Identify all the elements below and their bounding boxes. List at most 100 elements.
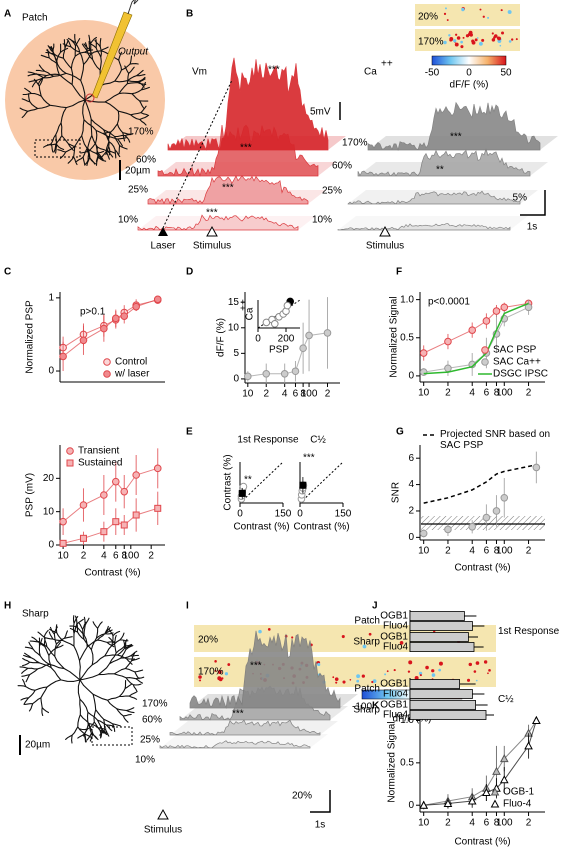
laser-path bbox=[162, 79, 233, 229]
x-tick-label: 4 bbox=[469, 546, 475, 557]
calcium-spot bbox=[462, 36, 465, 39]
significance: *** bbox=[268, 65, 280, 76]
category-label: OGB1 bbox=[380, 700, 408, 711]
point bbox=[79, 534, 87, 542]
calcium-spot bbox=[487, 672, 489, 675]
scale-label: 20% bbox=[292, 791, 312, 802]
colorbar-tick-label: -50 bbox=[425, 68, 440, 79]
x-axis-label: Contrast (%) bbox=[84, 568, 140, 579]
calcium-spot bbox=[475, 679, 478, 682]
y-axis-label: Ca bbox=[245, 307, 256, 320]
image-label: 170% bbox=[198, 667, 224, 678]
y-tick-label: 1 bbox=[48, 292, 54, 303]
panel-letter: G bbox=[396, 427, 404, 438]
annotation: p>0.1 bbox=[80, 307, 106, 318]
point bbox=[59, 539, 67, 547]
pipette bbox=[91, 11, 133, 99]
series-line bbox=[423, 720, 537, 806]
series-line bbox=[423, 720, 537, 806]
image-strip bbox=[415, 4, 520, 26]
x-axis-label: Contrast (%) bbox=[454, 837, 510, 848]
calcium-spot bbox=[468, 662, 473, 667]
zoom-box bbox=[34, 139, 81, 158]
panel-title: Sharp bbox=[22, 609, 49, 620]
point bbox=[419, 349, 428, 357]
contrast-label: 10% bbox=[312, 215, 332, 226]
point bbox=[59, 352, 67, 361]
panel-letter: F bbox=[396, 267, 402, 278]
panel-letter: K bbox=[372, 701, 380, 712]
legend-marker bbox=[103, 370, 111, 378]
calcium-spot bbox=[448, 34, 451, 37]
calcium-spot bbox=[487, 16, 490, 19]
x-tick-label: 10 bbox=[418, 818, 430, 829]
stimulus-label: Stimulus bbox=[193, 241, 231, 252]
x-axis-label: PSP bbox=[269, 345, 289, 356]
x-tick-label: 2 bbox=[148, 551, 154, 562]
scale-label: 20µm bbox=[125, 166, 150, 177]
calcium-spot bbox=[474, 38, 478, 42]
series-line bbox=[423, 464, 537, 504]
x-tick-label: 4 bbox=[469, 818, 475, 829]
colorbar-tick-label: -100 bbox=[352, 702, 372, 713]
legend-marker bbox=[481, 358, 489, 366]
calcium-spot bbox=[356, 674, 361, 679]
trace bbox=[167, 57, 329, 151]
category-label: Fluo4 bbox=[383, 621, 408, 632]
x-tick-label: 6 bbox=[293, 389, 299, 400]
category-label: OGB1 bbox=[380, 611, 408, 622]
y-tick-label: 0 bbox=[408, 532, 414, 543]
group-label: Patch bbox=[354, 684, 380, 695]
x-tick-label: 8 bbox=[300, 389, 306, 400]
calcium-spot bbox=[349, 678, 352, 681]
scale-bar bbox=[520, 190, 546, 216]
calcium-spot bbox=[218, 677, 223, 682]
calcium-spot bbox=[491, 32, 494, 35]
significance: *** bbox=[250, 661, 262, 672]
x-tick-label: 2 bbox=[263, 389, 269, 400]
x-tick-label: 2 bbox=[445, 388, 451, 399]
contrast-label: 60% bbox=[136, 155, 156, 166]
calcium-spot bbox=[334, 677, 339, 681]
y-axis-label: PSP (mV) bbox=[25, 473, 36, 517]
point bbox=[59, 517, 67, 526]
point bbox=[262, 369, 271, 378]
section-label: C½ bbox=[498, 694, 514, 705]
point bbox=[443, 798, 453, 808]
calcium-spot bbox=[455, 33, 458, 36]
bar bbox=[409, 700, 476, 710]
x-tick-label: 4 bbox=[101, 551, 107, 562]
calcium-spot bbox=[227, 663, 231, 666]
point bbox=[153, 295, 162, 304]
noise-band bbox=[421, 516, 545, 530]
calcium-spot bbox=[372, 679, 377, 683]
point bbox=[305, 331, 313, 340]
point bbox=[467, 796, 477, 805]
trace bbox=[357, 147, 531, 177]
calcium-spot bbox=[431, 669, 435, 673]
bar bbox=[409, 642, 475, 652]
significance: *** bbox=[222, 183, 234, 194]
calcium-spot bbox=[507, 10, 512, 15]
x-tick-label: 0 bbox=[255, 334, 261, 345]
point bbox=[79, 336, 88, 345]
bar bbox=[409, 621, 473, 631]
y-tick-label: 4 bbox=[408, 479, 414, 490]
chart-title: C½ bbox=[310, 435, 326, 446]
colorbar-label: dF/F (%) bbox=[450, 80, 489, 91]
bar bbox=[409, 710, 487, 720]
calcium-spot bbox=[467, 32, 472, 36]
point bbox=[482, 513, 491, 522]
calcium-spot bbox=[425, 665, 429, 670]
y-tick-label: 10 bbox=[228, 322, 240, 333]
calcium-spot bbox=[471, 39, 475, 43]
x-tick-label: 100 bbox=[301, 389, 318, 400]
point bbox=[419, 529, 428, 538]
legend-label: SAC Ca++ bbox=[493, 357, 541, 368]
trace bbox=[347, 190, 521, 205]
y-axis-label: Normalized Signal bbox=[389, 296, 400, 377]
contrast-label: 60% bbox=[142, 715, 162, 726]
bar bbox=[409, 632, 469, 642]
series-line bbox=[62, 298, 158, 357]
